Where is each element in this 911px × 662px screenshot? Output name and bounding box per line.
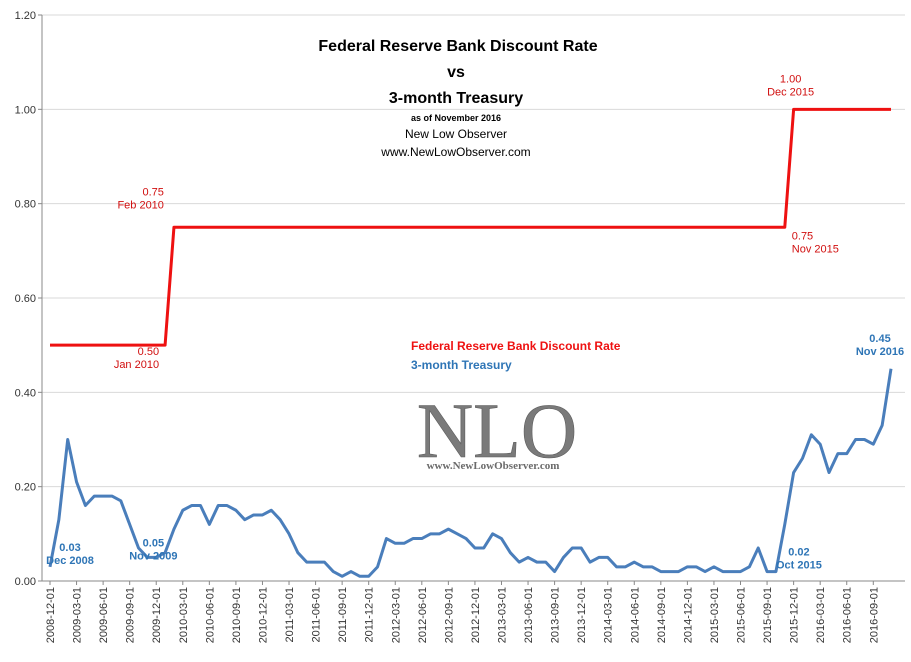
annotation-value: 1.00 xyxy=(780,73,801,85)
x-tick-label: 2015-06-01 xyxy=(736,587,748,643)
x-tick-label: 2015-03-01 xyxy=(709,587,721,643)
x-tick-label: 2012-09-01 xyxy=(443,587,455,643)
annotation-value: 0.75 xyxy=(143,186,164,198)
subtitle-url: www.NewLowObserver.com xyxy=(380,145,530,159)
legend: Federal Reserve Bank Discount Rate 3-mon… xyxy=(411,339,621,372)
x-tick-label: 2009-06-01 xyxy=(98,587,110,643)
annotation-date: Dec 2015 xyxy=(767,86,814,98)
annotation-date: Dec 2008 xyxy=(46,555,94,567)
y-tick-label: 1.20 xyxy=(15,10,36,22)
x-tick-label: 2013-12-01 xyxy=(576,587,588,643)
x-tick-label: 2012-03-01 xyxy=(390,587,402,643)
x-tick-labels: 2008-12-01 2009-03-01 2009-06-01 2009-09-01… xyxy=(45,587,880,643)
x-tick-label: 2010-06-01 xyxy=(204,587,216,643)
x-tick-label: 2013-09-01 xyxy=(550,587,562,643)
x-tick-label: 2012-12-01 xyxy=(470,587,482,643)
x-tick-label: 2014-03-01 xyxy=(603,587,615,643)
x-tick-label: 2011-09-01 xyxy=(337,587,349,642)
x-tick-label: 2015-12-01 xyxy=(789,587,801,643)
x-tick-label: 2015-09-01 xyxy=(762,587,774,643)
y-tick-label: 0.80 xyxy=(15,199,36,211)
chart-title-line3: 3-month Treasury xyxy=(389,90,523,107)
annotation-value: 0.05 xyxy=(143,537,164,549)
y-tick-label: 0.40 xyxy=(15,387,36,399)
y-tick-label: 0.20 xyxy=(15,482,36,494)
x-tick-label: 2009-12-01 xyxy=(151,587,163,643)
x-tick-label: 2008-12-01 xyxy=(45,587,57,643)
gridlines xyxy=(38,14,905,585)
annotation-value: 0.50 xyxy=(138,346,159,358)
watermark: NLO www.NewLowObserver.com xyxy=(417,387,578,475)
annotation-value: 0.02 xyxy=(788,547,809,559)
annotation-date: Nov 2015 xyxy=(792,243,839,255)
series-layer xyxy=(48,107,893,578)
annotation-value: 0.03 xyxy=(59,542,80,554)
y-tick-label: 1.00 xyxy=(15,104,36,116)
x-tick-label: 2013-03-01 xyxy=(496,587,508,643)
treasury-line xyxy=(48,368,893,578)
x-tick-label: 2010-09-01 xyxy=(231,587,243,643)
x-tick-label: 2011-12-01 xyxy=(364,587,376,642)
axes xyxy=(41,15,905,582)
x-tick-label: 2010-12-01 xyxy=(257,587,269,643)
annotation-date: Nov 2009 xyxy=(129,550,177,562)
discount-rate-line xyxy=(50,107,891,347)
watermark-logo: NLO xyxy=(417,387,577,474)
x-tick-label: 2009-09-01 xyxy=(125,587,137,643)
x-tick-label: 2011-03-01 xyxy=(284,587,296,642)
x-tick-label: 2013-06-01 xyxy=(523,587,535,643)
chart-title-vs: vs xyxy=(447,64,465,81)
annotation-value: 0.45 xyxy=(869,333,890,345)
y-tick-label: 0.00 xyxy=(15,576,36,588)
annotation-date: Nov 2016 xyxy=(856,346,904,358)
chart-title-block: Federal Reserve Bank Discount Rate vs 3-… xyxy=(318,38,597,159)
subtitle-asof: as of November 2016 xyxy=(411,113,501,123)
subtitle-source: New Low Observer xyxy=(405,127,507,141)
annotation-date: Jan 2010 xyxy=(114,359,159,371)
x-tick-label: 2011-06-01 xyxy=(311,587,323,642)
x-tick-label: 2014-09-01 xyxy=(656,587,668,643)
legend-3-month-treasury: 3-month Treasury xyxy=(411,358,512,372)
y-tick-labels: 0.00 0.20 0.40 0.60 0.80 1.00 1.20 xyxy=(15,10,36,588)
x-tick-label: 2014-12-01 xyxy=(682,587,694,643)
x-tick-label: 2016-03-01 xyxy=(815,587,827,643)
y-tick-label: 0.60 xyxy=(15,293,36,305)
x-tick-label: 2014-06-01 xyxy=(629,587,641,643)
x-tick-label: 2016-09-01 xyxy=(868,587,880,643)
annotation-value: 0.75 xyxy=(792,230,813,242)
x-tick-label: 2012-06-01 xyxy=(417,587,429,643)
annotation-date: Feb 2010 xyxy=(117,199,163,211)
x-tick-label: 2016-06-01 xyxy=(842,587,854,643)
annotation-date: Oct 2015 xyxy=(776,560,822,572)
x-tick-label: 2009-03-01 xyxy=(72,587,84,643)
chart-title: Federal Reserve Bank Discount Rate xyxy=(318,38,597,55)
watermark-url: www.NewLowObserver.com xyxy=(427,460,560,472)
x-tick-label: 2010-03-01 xyxy=(178,587,190,643)
legend-discount-rate: Federal Reserve Bank Discount Rate xyxy=(411,339,621,353)
